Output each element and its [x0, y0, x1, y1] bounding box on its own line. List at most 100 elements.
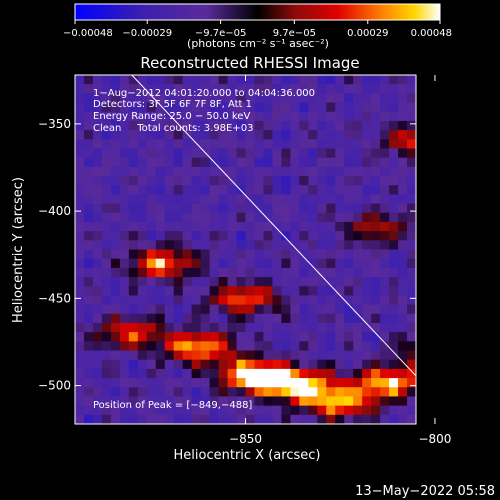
heatmap-cell: [101, 240, 112, 251]
heatmap-cell: [299, 396, 309, 407]
heatmap-cell: [110, 102, 121, 113]
heatmap-cell: [407, 102, 416, 113]
heatmap-cell: [92, 130, 103, 140]
heatmap-cell: [209, 405, 220, 416]
x-axis-ticks: −850−800−750: [229, 75, 451, 446]
heatmap-cell: [389, 286, 399, 297]
heatmap-cell: [308, 387, 318, 398]
heatmap-cell: [137, 277, 148, 287]
heatmap-cell: [227, 341, 238, 352]
heatmap-cell: [353, 387, 363, 398]
heatmap-cell: [119, 396, 130, 407]
heatmap-cell: [290, 185, 300, 195]
heatmap-cell: [164, 350, 175, 361]
heatmap-cell: [137, 304, 148, 315]
heatmap-cell: [155, 341, 166, 352]
heatmap-cell: [380, 286, 390, 297]
heatmap-cell: [101, 341, 112, 352]
heatmap-cell: [236, 258, 247, 269]
heatmap-cell: [398, 176, 408, 186]
heatmap-cell: [299, 212, 309, 223]
heatmap-cell: [101, 387, 112, 398]
heatmap-cell: [353, 304, 363, 315]
heatmap-cell: [299, 93, 309, 104]
heatmap-cell: [407, 194, 416, 205]
heatmap-cell: [371, 277, 381, 287]
heatmap-cell: [101, 148, 112, 159]
heatmap-cell: [317, 111, 327, 122]
heatmap-cell: [200, 378, 211, 388]
heatmap-cell: [371, 231, 381, 241]
heatmap-cell: [191, 405, 202, 416]
heatmap-cell: [389, 304, 399, 315]
heatmap-cell: [407, 139, 416, 150]
heatmap-cell: [281, 93, 291, 104]
heatmap-cell: [299, 295, 309, 306]
heatmap-cell: [191, 341, 202, 352]
heatmap-cell: [263, 267, 274, 278]
heatmap-cell: [299, 120, 309, 131]
heatmap-cell: [407, 405, 416, 416]
heatmap-cell: [155, 212, 166, 223]
heatmap-cell: [290, 231, 300, 241]
heatmap-cell: [101, 102, 112, 113]
heatmap-cell: [371, 221, 381, 232]
heatmap-cell: [191, 414, 202, 424]
heatmap-cell: [200, 203, 211, 214]
heatmap-cell: [191, 332, 202, 342]
heatmap-cell: [146, 396, 157, 407]
heatmap-cell: [209, 139, 220, 150]
heatmap-cell: [407, 212, 416, 223]
heatmap-cell: [407, 322, 416, 333]
heatmap-cell: [155, 359, 166, 370]
heatmap-cell: [101, 313, 112, 324]
heatmap-cell: [263, 212, 274, 223]
heatmap-cell: [281, 396, 291, 407]
heatmap-cell: [75, 249, 85, 260]
heatmap-cell: [173, 378, 184, 388]
heatmap-cell: [389, 139, 399, 150]
heatmap-cell: [137, 322, 148, 333]
heatmap-cell: [362, 368, 372, 379]
heatmap-cell: [75, 203, 85, 214]
heatmap-cell: [326, 332, 336, 342]
y-tick-label: −450: [38, 291, 71, 305]
heatmap-cell: [209, 396, 220, 407]
heatmap-cell: [75, 130, 85, 140]
heatmap-cell: [263, 304, 274, 315]
heatmap-cell: [218, 231, 229, 241]
heatmap-cell: [137, 258, 148, 269]
heatmap-cell: [353, 130, 363, 140]
heatmap-cell: [263, 130, 274, 140]
heatmap-cell: [254, 341, 265, 352]
heatmap-cell: [344, 295, 354, 306]
heatmap-cell: [272, 286, 282, 297]
heatmap-cell: [227, 313, 238, 324]
colorbar: [74, 3, 441, 21]
heatmap-cell: [389, 231, 399, 241]
heatmap-cell: [254, 267, 265, 278]
heatmap-cell: [308, 148, 318, 159]
heatmap-cell: [209, 332, 220, 342]
heatmap-cell: [155, 111, 166, 122]
heatmap-cell: [299, 221, 309, 232]
heatmap-cell: [110, 120, 121, 131]
heatmap-cell: [182, 176, 193, 186]
heatmap-cell: [299, 350, 309, 361]
heatmap-cell: [335, 203, 345, 214]
heatmap-cell: [281, 322, 291, 333]
heatmap-cell: [272, 111, 282, 122]
heatmap-cell: [389, 387, 399, 398]
heatmap-cell: [218, 111, 229, 122]
heatmap-cell: [362, 176, 372, 186]
heatmap-cell: [137, 332, 148, 342]
heatmap-cell: [173, 286, 184, 297]
heatmap-cell: [209, 378, 220, 388]
heatmap-cell: [344, 304, 354, 315]
heatmap-cell: [191, 304, 202, 315]
heatmap-cell: [245, 350, 256, 361]
heatmap-cell: [317, 139, 327, 150]
heatmap-cell: [362, 277, 372, 287]
heatmap-cell: [182, 378, 193, 388]
heatmap-cell: [182, 304, 193, 315]
